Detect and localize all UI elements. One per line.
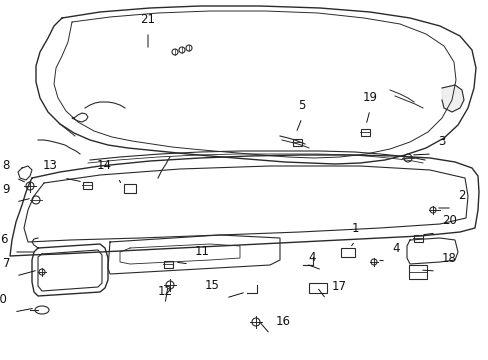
Text: 8: 8 xyxy=(2,159,10,172)
Text: 3: 3 xyxy=(437,135,445,148)
Text: 1: 1 xyxy=(350,222,358,235)
Text: 21: 21 xyxy=(140,13,155,26)
Bar xyxy=(292,139,301,145)
Bar xyxy=(408,265,426,279)
Bar xyxy=(82,181,91,189)
Polygon shape xyxy=(441,85,463,112)
Text: 18: 18 xyxy=(441,252,456,265)
Text: 10: 10 xyxy=(0,293,8,306)
Text: 15: 15 xyxy=(204,279,220,292)
Bar xyxy=(340,248,354,256)
Text: 14: 14 xyxy=(97,159,112,172)
Bar xyxy=(360,129,369,135)
Text: 12: 12 xyxy=(157,285,172,298)
Text: 2: 2 xyxy=(457,189,465,202)
Text: 5: 5 xyxy=(298,99,305,112)
Text: 6: 6 xyxy=(0,233,8,246)
Text: 4: 4 xyxy=(391,242,399,255)
Text: 17: 17 xyxy=(331,280,346,293)
Bar xyxy=(308,283,326,293)
Text: 19: 19 xyxy=(362,91,377,104)
Bar xyxy=(163,261,172,267)
Text: 11: 11 xyxy=(195,245,209,258)
Text: 16: 16 xyxy=(275,315,290,328)
Text: 4: 4 xyxy=(308,251,315,264)
Text: 7: 7 xyxy=(2,257,10,270)
Text: 9: 9 xyxy=(2,183,10,196)
Bar xyxy=(413,234,422,242)
Bar xyxy=(124,184,136,193)
Text: 20: 20 xyxy=(441,214,456,227)
Text: 13: 13 xyxy=(43,159,58,172)
